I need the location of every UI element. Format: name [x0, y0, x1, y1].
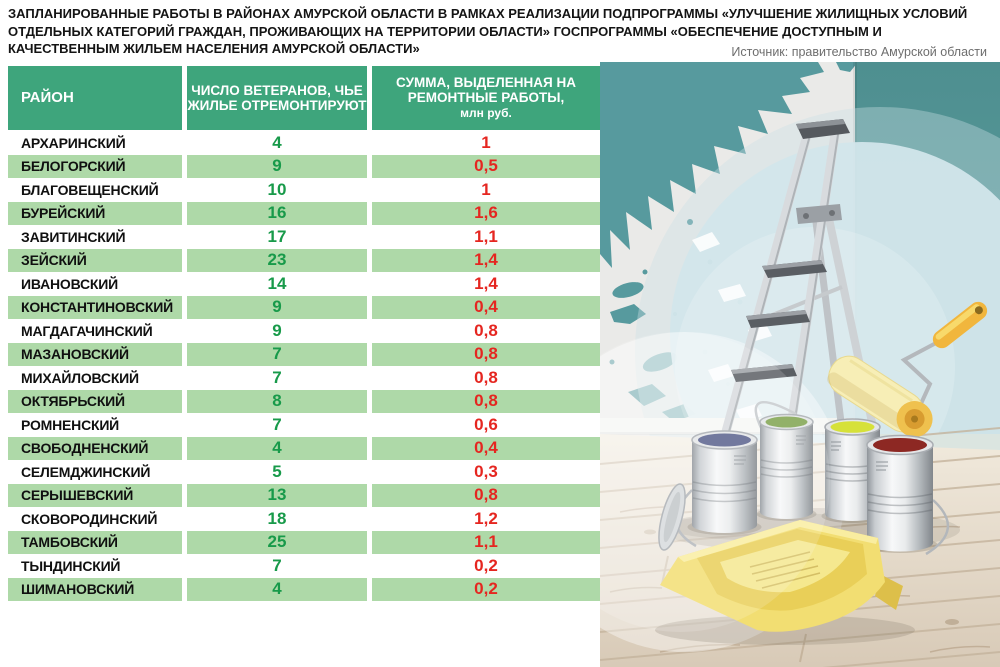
- sum-cell: 0,6: [474, 414, 498, 434]
- table-row: ИВАНОВСКИЙ 14 1,4: [8, 272, 600, 296]
- veterans-cell: 23: [187, 248, 367, 272]
- header-veterans: ЧИСЛО ВЕТЕРАНОВ, ЧЬЕ ЖИЛЬЕ ОТРЕМОНТИРУЮТ: [187, 66, 367, 130]
- district-cell: КОНСТАНТИНОВСКИЙ: [8, 295, 182, 319]
- district-cell: БЛАГОВЕЩЕНСКИЙ: [21, 181, 159, 198]
- table-row: ЗЕЙСКИЙ 23 1,4: [8, 248, 600, 272]
- district-cell: ЗАВИТИНСКИЙ: [21, 228, 126, 245]
- veterans-cell: 4: [272, 132, 282, 152]
- paint-tray: [655, 520, 915, 645]
- sum-cell: 1,4: [372, 248, 600, 272]
- veterans-cell: 18: [267, 508, 287, 528]
- paint-can-blue: [658, 430, 762, 551]
- table-row: АРХАРИНСКИЙ 4 1: [8, 131, 600, 155]
- veterans-cell: 9: [187, 295, 367, 319]
- sum-cell: 0,8: [474, 367, 498, 387]
- district-cell: СЕЛЕМДЖИНСКИЙ: [21, 463, 151, 480]
- sum-cell: 0,5: [372, 154, 600, 178]
- header-district: РАЙОН: [8, 66, 182, 130]
- header-sum-units: млн руб.: [460, 105, 512, 120]
- sum-cell: 1,6: [372, 201, 600, 225]
- sum-cell: 1,4: [474, 273, 498, 293]
- table-header-row: РАЙОН ЧИСЛО ВЕТЕРАНОВ, ЧЬЕ ЖИЛЬЕ ОТРЕМОН…: [8, 66, 600, 130]
- sum-cell: 0,8: [372, 389, 600, 413]
- district-cell: ЗЕЙСКИЙ: [8, 248, 182, 272]
- table-row: БУРЕЙСКИЙ 16 1,6: [8, 201, 600, 225]
- table-row: БЛАГОВЕЩЕНСКИЙ 10 1: [8, 178, 600, 202]
- district-cell: СВОБОДНЕНСКИЙ: [8, 436, 182, 460]
- veterans-cell: 13: [187, 483, 367, 507]
- veterans-cell: 9: [272, 320, 282, 340]
- header-sum-main: СУММА, ВЫДЕЛЕННАЯ НА РЕМОНТНЫЕ РАБОТЫ,: [396, 74, 576, 106]
- veterans-cell: 10: [267, 179, 287, 199]
- sum-cell: 0,2: [474, 555, 498, 575]
- sum-cell: 1: [481, 179, 491, 199]
- table-row: МАЗАНОВСКИЙ 7 0,8: [8, 342, 600, 366]
- sum-cell: 0,3: [474, 461, 498, 481]
- table-row: РОМНЕНСКИЙ 7 0,6: [8, 413, 600, 437]
- table-row: МАГДАГАЧИНСКИЙ 9 0,8: [8, 319, 600, 343]
- veterans-cell: 5: [272, 461, 282, 481]
- header-sum: СУММА, ВЫДЕЛЕННАЯ НА РЕМОНТНЫЕ РАБОТЫ, м…: [372, 66, 600, 130]
- sum-cell: 0,4: [372, 295, 600, 319]
- district-cell: БУРЕЙСКИЙ: [8, 201, 182, 225]
- sum-cell: 0,8: [372, 483, 600, 507]
- table-row: КОНСТАНТИНОВСКИЙ 9 0,4: [8, 295, 600, 319]
- veterans-cell: 17: [267, 226, 287, 246]
- table-row: СКОВОРОДИНСКИЙ 18 1,2: [8, 507, 600, 531]
- table-row: ОКТЯБРЬСКИЙ 8 0,8: [8, 389, 600, 413]
- veterans-cell: 7: [272, 414, 282, 434]
- table-row: ТЫНДИНСКИЙ 7 0,2: [8, 554, 600, 578]
- renovation-illustration: [525, 62, 1000, 667]
- district-cell: ИВАНОВСКИЙ: [21, 275, 118, 292]
- illustration-svg: [525, 62, 1000, 667]
- district-cell: СКОВОРОДИНСКИЙ: [21, 510, 158, 527]
- district-cell: АРХАРИНСКИЙ: [21, 134, 126, 151]
- veterans-cell: 7: [272, 367, 282, 387]
- sum-cell: 1,2: [474, 508, 498, 528]
- paint-roller: [827, 301, 988, 438]
- veterans-cell: 4: [187, 436, 367, 460]
- district-cell: ТАМБОВСКИЙ: [8, 530, 182, 554]
- table-row: ТАМБОВСКИЙ 25 1,1: [8, 530, 600, 554]
- veterans-cell: 25: [187, 530, 367, 554]
- sum-cell: 0,8: [474, 320, 498, 340]
- district-cell: МАЗАНОВСКИЙ: [8, 342, 182, 366]
- source-note: Источник: правительство Амурской области: [731, 45, 987, 59]
- table-row: СЕРЫШЕВСКИЙ 13 0,8: [8, 483, 600, 507]
- district-cell: МАГДАГАЧИНСКИЙ: [21, 322, 153, 339]
- veterans-cell: 16: [187, 201, 367, 225]
- veterans-cell: 9: [187, 154, 367, 178]
- veterans-cell: 8: [187, 389, 367, 413]
- sum-cell: 0,2: [372, 577, 600, 601]
- sum-cell: 0,8: [372, 342, 600, 366]
- district-cell: БЕЛОГОРСКИЙ: [8, 154, 182, 178]
- sum-cell: 1,1: [474, 226, 498, 246]
- can-lid: [658, 483, 686, 551]
- sum-cell: 0,4: [372, 436, 600, 460]
- veterans-cell: 4: [187, 577, 367, 601]
- table-body: АРХАРИНСКИЙ 4 1 БЕЛОГОРСКИЙ 9 0,5 БЛАГОВЕЩЕНСК…: [8, 131, 600, 601]
- district-cell: ОКТЯБРЬСКИЙ: [8, 389, 182, 413]
- table-row: ШИМАНОВСКИЙ 4 0,2: [8, 577, 600, 601]
- table-row: СЕЛЕМДЖИНСКИЙ 5 0,3: [8, 460, 600, 484]
- table-row: МИХАЙЛОВСКИЙ 7 0,8: [8, 366, 600, 390]
- page-title: ЗАПЛАНИРОВАННЫЕ РАБОТЫ В РАЙОНАХ АМУРСКО…: [8, 6, 968, 56]
- sum-cell: 1: [481, 132, 491, 152]
- paint-can-green: [754, 400, 817, 521]
- table-row: ЗАВИТИНСКИЙ 17 1,1: [8, 225, 600, 249]
- district-cell: ТЫНДИНСКИЙ: [21, 557, 121, 574]
- table-row: СВОБОДНЕНСКИЙ 4 0,4: [8, 436, 600, 460]
- district-cell: РОМНЕНСКИЙ: [21, 416, 120, 433]
- veterans-cell: 7: [272, 555, 282, 575]
- district-cell: МИХАЙЛОВСКИЙ: [21, 369, 139, 386]
- data-table: РАЙОН ЧИСЛО ВЕТЕРАНОВ, ЧЬЕ ЖИЛЬЕ ОТРЕМОН…: [8, 66, 600, 601]
- veterans-cell: 14: [267, 273, 287, 293]
- paint-can-red: [862, 434, 950, 556]
- veterans-cell: 7: [187, 342, 367, 366]
- district-cell: ШИМАНОВСКИЙ: [8, 577, 182, 601]
- district-cell: СЕРЫШЕВСКИЙ: [8, 483, 182, 507]
- sum-cell: 1,1: [372, 530, 600, 554]
- table-row: БЕЛОГОРСКИЙ 9 0,5: [8, 154, 600, 178]
